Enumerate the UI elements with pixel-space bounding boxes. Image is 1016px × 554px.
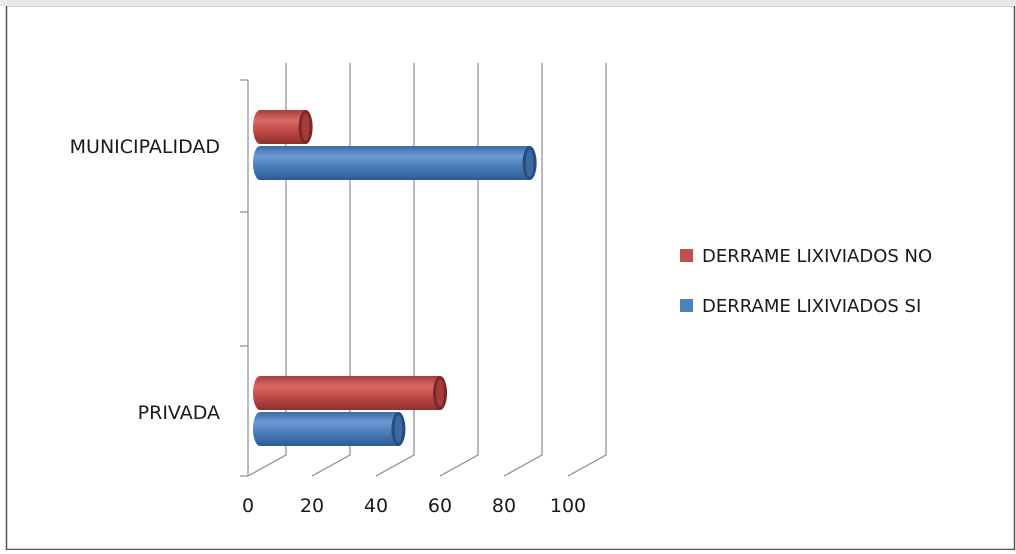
chart-border [5,4,1016,551]
tick-labels: 0 20 40 60 80 100 [242,495,586,517]
gridline [311,63,351,477]
legend-label: DERRAME LIXIVIADOS NO [702,246,932,267]
tick-label: 40 [364,495,388,517]
tick-label: 20 [300,495,324,517]
axes [240,79,249,477]
legend: DERRAME LIXIVIADOS NO DERRAME LIXIVIADOS … [680,246,932,317]
category-labels: MUNICIPALIDAD PRIVADA [70,136,220,424]
bar-body [253,412,406,446]
grid [247,63,607,477]
legend-swatch [680,299,693,312]
bars [253,110,537,446]
bar-body [253,146,537,180]
gridline [503,63,543,477]
bar-si-privada [253,412,406,446]
tick-label: 100 [550,495,586,517]
gridline [375,63,415,477]
gridline [247,63,287,477]
bar-cap-highlight [394,415,403,443]
bar-no-privada [253,376,447,410]
bar-no-municipalidad [253,110,313,144]
bar-si-municipalidad [253,146,537,180]
bar-cap-highlight [525,149,534,177]
legend-label: DERRAME LIXIVIADOS SI [702,296,921,317]
category-label: PRIVADA [138,402,220,424]
tick-label: 0 [242,495,254,517]
top-strip [0,0,1016,6]
tick-label: 60 [428,495,452,517]
legend-swatch [680,249,693,262]
category-label: MUNICIPALIDAD [70,136,220,158]
gridline [567,63,607,477]
gridline [439,63,479,477]
bar-cap-highlight [436,379,444,407]
bar-body [253,376,447,410]
bar-body [253,110,313,144]
bar-cap-highlight [301,113,310,141]
tick-label: 80 [492,495,516,517]
